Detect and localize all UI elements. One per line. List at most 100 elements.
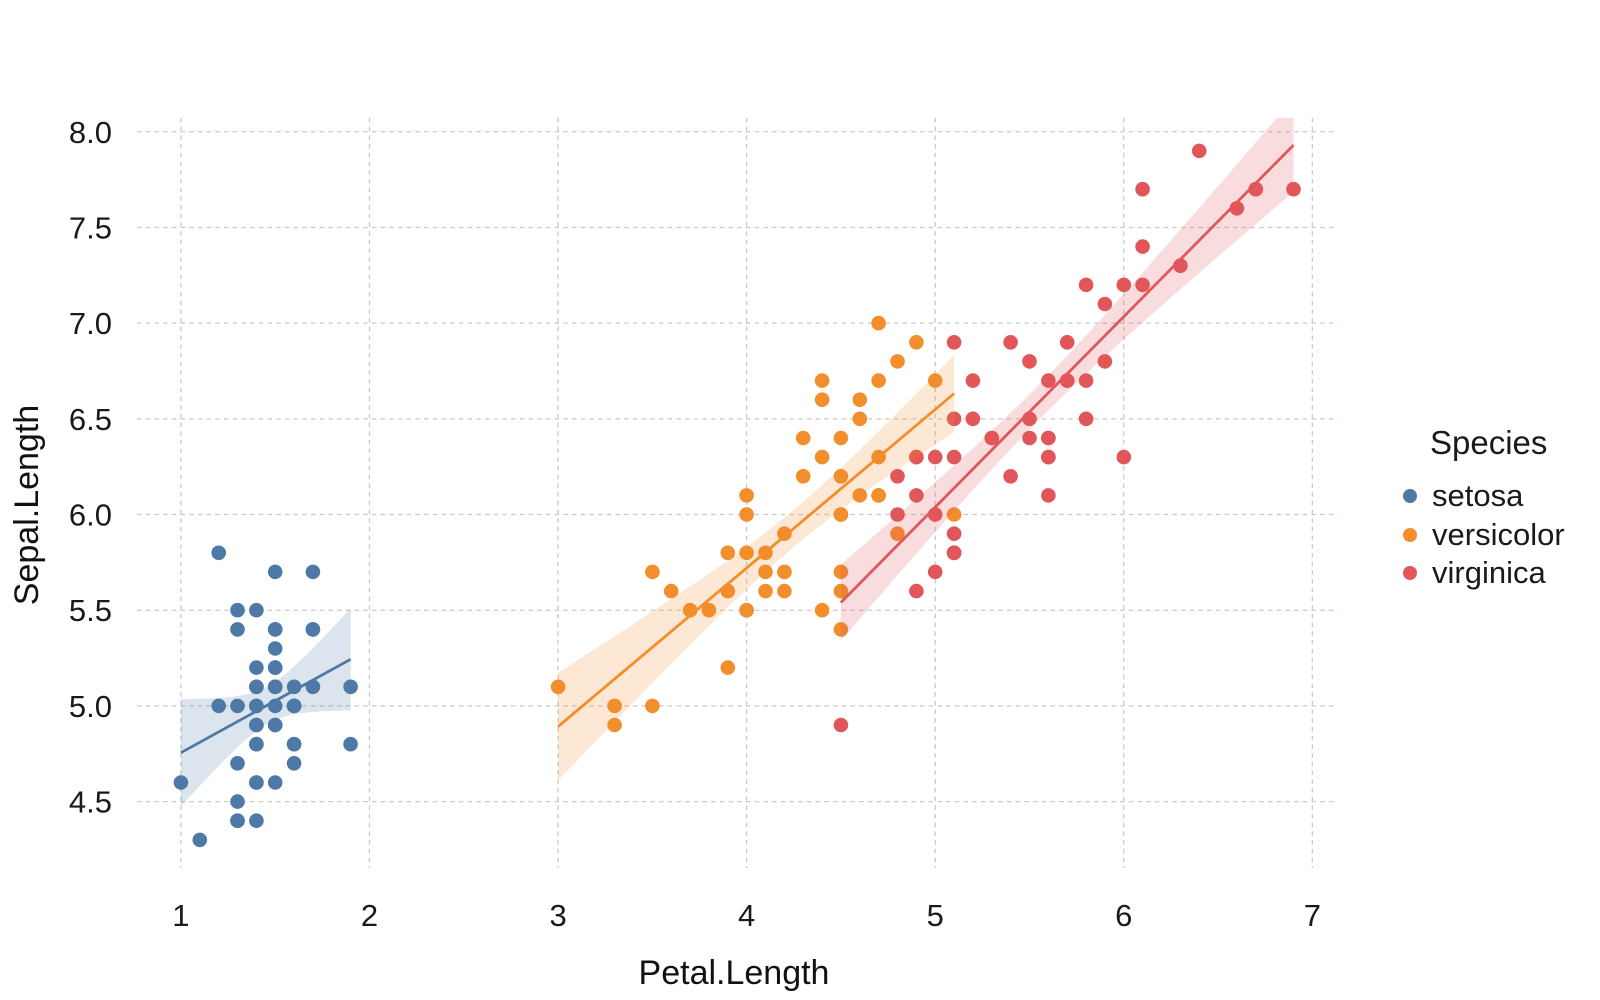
data-point-setosa: [267, 717, 283, 733]
data-point-setosa: [267, 775, 283, 790]
data-point-virginica: [833, 717, 849, 733]
data-point-virginica: [1041, 488, 1056, 503]
data-point-versicolor: [739, 488, 754, 503]
y-axis-tick-labels: 4.5 5.0 5.5 6.0 6.5 7.0 7.5 8.0: [69, 115, 112, 820]
points-setosa: [173, 545, 358, 848]
data-point-versicolor: [946, 507, 962, 522]
points-versicolor: [550, 315, 962, 733]
data-point-virginica: [946, 449, 962, 465]
data-point-versicolor: [720, 660, 736, 675]
data-point-versicolor: [663, 583, 679, 599]
data-point-setosa: [286, 736, 302, 752]
data-point-virginica: [927, 564, 943, 580]
data-point-versicolor: [833, 622, 849, 637]
data-point-versicolor: [852, 392, 868, 408]
data-point-virginica: [1003, 469, 1018, 484]
data-point-versicolor: [645, 698, 660, 714]
data-point-versicolor: [550, 679, 566, 695]
data-point-virginica: [946, 526, 962, 541]
grid-layer: [137, 118, 1338, 868]
legend-label-virginica: virginica: [1432, 555, 1546, 591]
y-tick-label: 6.5: [69, 402, 112, 437]
y-tick-label: 7.5: [69, 210, 112, 245]
data-point-virginica: [1135, 239, 1150, 254]
points-layer: [173, 143, 1301, 848]
data-point-setosa: [249, 660, 264, 675]
data-point-virginica: [1041, 373, 1056, 388]
data-point-setosa: [343, 736, 358, 752]
data-point-versicolor: [833, 430, 849, 446]
data-point-virginica: [909, 449, 924, 465]
x-tick-label: 1: [172, 898, 189, 933]
data-point-setosa: [173, 775, 189, 790]
data-point-versicolor: [795, 430, 811, 446]
x-tick-label: 4: [738, 898, 755, 933]
data-point-setosa: [343, 679, 358, 695]
data-point-virginica: [1078, 411, 1094, 427]
data-point-versicolor: [758, 564, 773, 580]
data-point-setosa: [249, 717, 264, 733]
data-point-setosa: [211, 545, 226, 561]
data-point-setosa: [267, 641, 283, 656]
data-point-versicolor: [814, 392, 830, 408]
data-point-versicolor: [607, 717, 622, 733]
y-tick-label: 6.0: [69, 498, 112, 533]
data-point-versicolor: [814, 373, 830, 388]
data-point-virginica: [1041, 430, 1056, 446]
legend-label-versicolor: versicolor: [1432, 516, 1565, 552]
data-point-versicolor: [890, 354, 905, 369]
data-point-virginica: [984, 430, 1000, 446]
data-point-versicolor: [739, 507, 754, 522]
y-tick-label: 7.0: [69, 306, 112, 341]
data-point-versicolor: [833, 583, 849, 599]
data-point-versicolor: [890, 526, 905, 541]
legend-swatch-setosa: [1403, 489, 1417, 504]
data-point-setosa: [230, 698, 245, 714]
data-point-virginica: [946, 411, 962, 427]
legend-items: setosa versicolor virginica: [1395, 477, 1565, 593]
data-point-versicolor: [720, 545, 736, 561]
regression-line-setosa: [180, 658, 352, 754]
data-point-setosa: [249, 813, 264, 828]
data-point-virginica: [1135, 181, 1150, 197]
data-point-versicolor: [833, 469, 849, 484]
data-point-versicolor: [814, 449, 830, 465]
x-axis-tick-labels: 1 2 3 4 5 6 7: [172, 898, 1321, 933]
legend-title: Species: [1430, 424, 1548, 461]
x-tick-label: 5: [927, 898, 944, 933]
data-point-versicolor: [852, 411, 868, 427]
data-point-virginica: [965, 373, 981, 388]
data-point-virginica: [1116, 449, 1132, 465]
data-point-virginica: [890, 469, 905, 484]
data-point-versicolor: [777, 526, 792, 541]
data-point-versicolor: [777, 583, 792, 599]
data-point-setosa: [286, 698, 302, 714]
smooth-layer: [180, 118, 1295, 807]
data-point-setosa: [249, 775, 264, 790]
data-point-versicolor: [795, 469, 811, 484]
data-point-setosa: [267, 660, 283, 675]
x-tick-label: 3: [549, 898, 566, 933]
data-point-setosa: [286, 756, 302, 771]
x-tick-label: 7: [1304, 898, 1321, 933]
y-tick-label: 4.5: [69, 785, 112, 820]
data-point-setosa: [192, 832, 208, 848]
regression-line-versicolor: [557, 392, 956, 728]
data-point-virginica: [1097, 354, 1113, 369]
data-point-virginica: [909, 488, 924, 503]
data-point-versicolor: [833, 507, 849, 522]
regression-line-virginica: [839, 144, 1295, 604]
data-point-virginica: [1097, 296, 1113, 312]
x-tick-label: 6: [1115, 898, 1132, 933]
data-point-versicolor: [871, 373, 886, 388]
data-point-setosa: [249, 736, 264, 752]
data-point-setosa: [267, 564, 283, 580]
data-point-virginica: [1078, 277, 1094, 293]
data-point-versicolor: [739, 602, 754, 618]
data-point-virginica: [946, 545, 962, 561]
data-point-versicolor: [814, 602, 830, 618]
data-point-versicolor: [758, 583, 773, 599]
data-point-virginica: [890, 507, 905, 522]
data-point-setosa: [249, 679, 264, 695]
